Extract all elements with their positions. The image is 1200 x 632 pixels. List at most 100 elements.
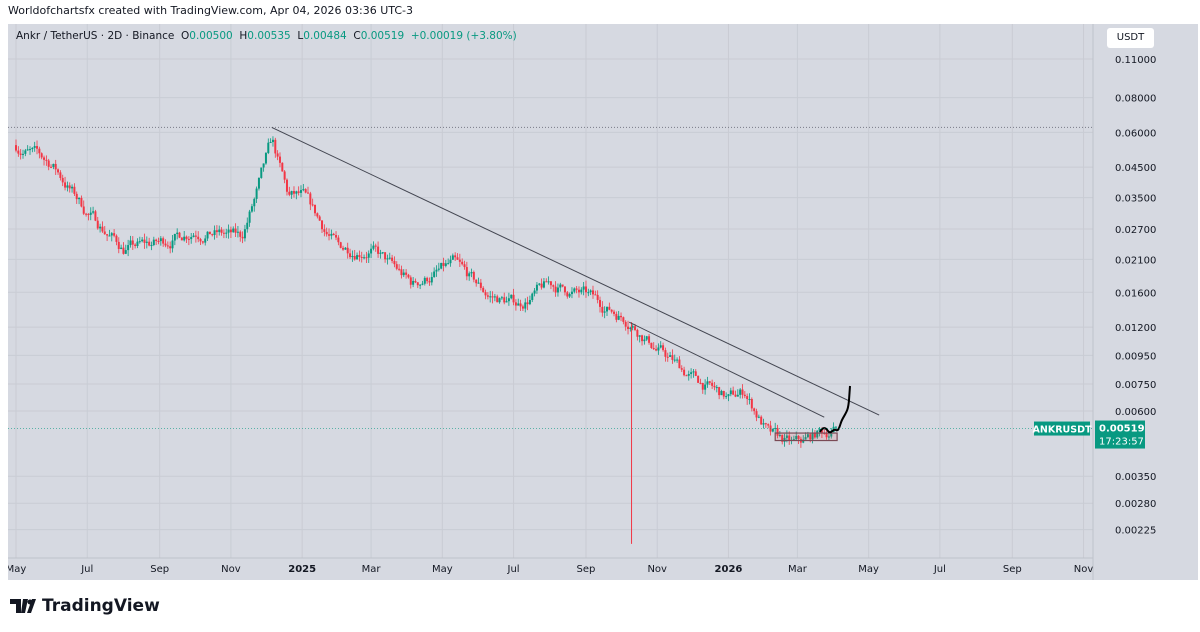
candle-body (468, 273, 471, 277)
candle-body (43, 157, 46, 160)
candle-body (685, 375, 688, 377)
candle-body (59, 172, 62, 178)
candle-body (29, 149, 32, 151)
candle-body (771, 428, 774, 432)
candle-body (407, 274, 410, 278)
tradingview-logo[interactable]: TradingView (10, 596, 160, 616)
candle-body (285, 179, 288, 192)
candle-body (430, 277, 433, 283)
candle-body (563, 286, 566, 293)
candle-body (47, 160, 50, 167)
candle-body (659, 345, 662, 348)
candle-body (664, 350, 667, 357)
candle-body (764, 423, 767, 425)
x-tick-label: Nov (1074, 564, 1094, 575)
candle-body (732, 390, 735, 395)
candle-body (437, 268, 440, 270)
candle-body (204, 238, 207, 243)
open-value: 0.00500 (189, 30, 233, 42)
candle-body (720, 390, 723, 396)
y-tick-label: 0.04500 (1115, 163, 1156, 174)
candle-body (377, 246, 380, 254)
candle-body (106, 234, 109, 236)
candle-body (559, 284, 562, 288)
candle-body (19, 153, 22, 155)
candle-body (556, 287, 559, 293)
candle-body (321, 220, 324, 230)
candle-body (533, 290, 536, 294)
candle-body (393, 260, 396, 265)
candle-body (676, 359, 679, 361)
candle-body (479, 282, 482, 288)
candle-body (538, 283, 541, 285)
candle-body (398, 268, 401, 270)
candle-body (423, 277, 426, 284)
candle-body (613, 311, 616, 314)
candle-body (757, 416, 760, 418)
candle-body (225, 232, 228, 234)
candle-body (746, 396, 749, 400)
candle-body (295, 191, 298, 194)
candle-body (440, 262, 443, 269)
candle-body (634, 326, 637, 330)
candle-body (767, 424, 770, 426)
candle-body (451, 255, 454, 260)
candle-body (486, 295, 489, 297)
candle-body (379, 252, 382, 254)
candle-body (683, 369, 686, 376)
candle-body (545, 281, 548, 283)
candle-body (426, 277, 429, 282)
candle-body (725, 396, 728, 398)
candle-body (166, 245, 169, 247)
candle-body (143, 239, 146, 243)
candle-body (816, 430, 819, 438)
candle-body (241, 236, 244, 239)
candle-body (701, 382, 704, 390)
y-tick-label: 0.00750 (1115, 380, 1156, 391)
candle-body (78, 197, 81, 200)
candle-body (127, 245, 130, 251)
candle-body (804, 437, 807, 440)
candle-body (750, 399, 753, 409)
x-tick-label: Sep (577, 564, 596, 575)
candle-body (638, 335, 641, 337)
x-tick-label: Mar (362, 564, 382, 575)
candle-body (335, 235, 338, 238)
candle-body (122, 247, 125, 254)
x-tick-label: Sep (150, 564, 169, 575)
x-tick-label: Jul (933, 564, 946, 575)
candle-body (629, 327, 632, 330)
candle-body (510, 294, 513, 299)
y-tick-label: 0.00350 (1115, 472, 1156, 483)
candle-body (138, 241, 141, 243)
candle-body (80, 197, 83, 207)
candle-body (173, 233, 176, 241)
candle-body (215, 230, 218, 233)
candle-body (734, 394, 737, 397)
currency-unit-button[interactable]: USDT (1107, 28, 1154, 48)
candle-body (234, 228, 237, 233)
candle-body (337, 237, 340, 243)
candle-body (830, 432, 833, 437)
candle-body (587, 292, 590, 294)
candle-body (307, 192, 309, 194)
candle-body (620, 315, 623, 318)
candle-body (57, 169, 60, 173)
candle-body (372, 245, 375, 249)
candle-body (316, 213, 319, 217)
candle-body (774, 427, 777, 429)
candle-body (395, 264, 398, 269)
candle-body (391, 257, 394, 261)
candle-body (50, 166, 53, 168)
candle-body (302, 189, 305, 191)
chart-pane[interactable]: 0.11000 0.08000 0.06000 0.04500 0.03500 0.027… (8, 24, 1198, 580)
candle-body (806, 434, 809, 438)
candle-body (124, 250, 127, 254)
candle-body (292, 191, 295, 194)
candle-body (117, 241, 120, 249)
candle-body (435, 269, 438, 272)
price-chart[interactable]: 0.11000 0.08000 0.06000 0.04500 0.03500 0.027… (8, 24, 1198, 580)
candle-body (145, 241, 148, 243)
candle-body (31, 147, 34, 150)
candle-body (566, 292, 569, 297)
